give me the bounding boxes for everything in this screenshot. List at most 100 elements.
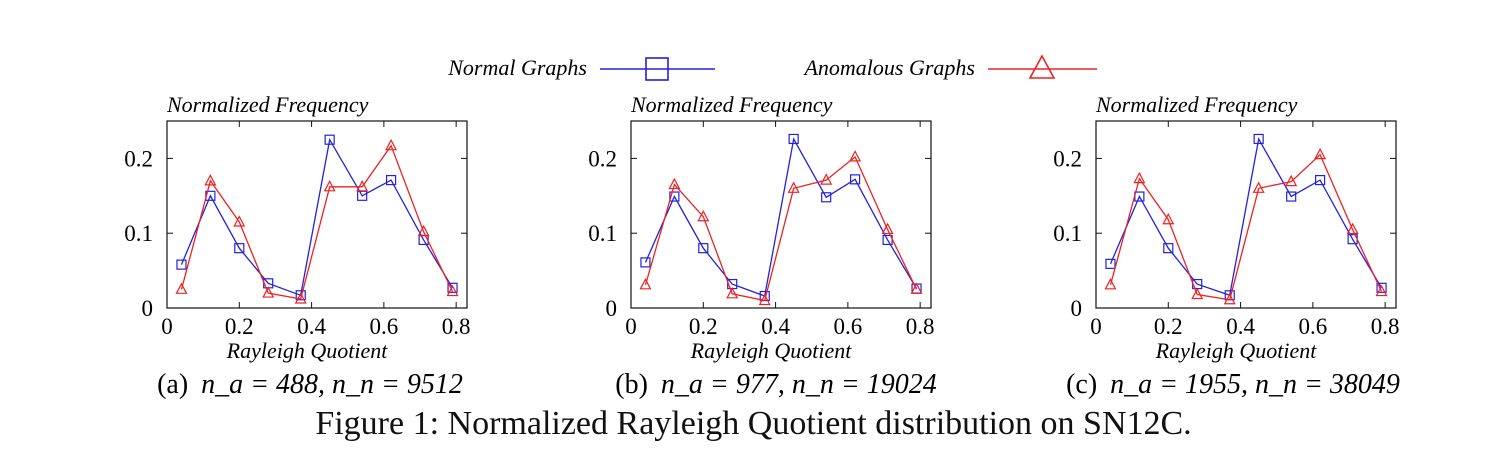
data-point-anomalous: [849, 150, 862, 162]
data-point-normal: [1376, 282, 1387, 293]
x-tick-label: 0.2: [689, 314, 718, 339]
chart-panel-a: 0 0.1 0.2 0 0.2 0.4 0.6 0.8 Normalized Frequency…: [124, 92, 470, 363]
data-point-anomalous: [1104, 278, 1117, 290]
data-point-anomalous: [668, 177, 681, 190]
data-point-anomalous: [1346, 222, 1359, 235]
plot-frame: [630, 120, 932, 309]
data-point-anomalous: [385, 138, 398, 151]
subcaption-c-math: n_a = 1955, n_n = 38049: [1110, 369, 1400, 400]
x-axis-label: Rayleigh Quotient: [1155, 338, 1318, 363]
data-point-anomalous: [233, 215, 246, 227]
subcaption-b-math: n_a = 977, n_n = 19024: [661, 369, 937, 400]
data-point-anomalous: [820, 173, 833, 185]
data-point-anomalous: [1285, 174, 1298, 187]
x-tick-label: 0: [625, 314, 637, 339]
data-point-anomalous: [881, 222, 894, 235]
data-point-normal: [324, 134, 335, 145]
data-point-anomalous: [294, 292, 307, 304]
data-point-anomalous: [356, 180, 369, 192]
data-point-anomalous: [758, 293, 771, 306]
legend-normal-label: Normal Graphs: [447, 55, 587, 80]
subcaption-a-math: n_a = 488, n_n = 9512: [201, 369, 463, 400]
figure-caption: Figure 1: Normalized Rayleigh Quotient d…: [315, 405, 1192, 442]
y-tick-label: 0.1: [1053, 221, 1082, 246]
plot-frame: [166, 120, 468, 309]
x-tick-label: 0.4: [297, 314, 326, 339]
data-point-normal: [698, 243, 709, 254]
x-tick-label: 0.8: [1371, 314, 1400, 339]
data-point-normal: [849, 174, 861, 185]
x-tick-label: 0.8: [906, 314, 935, 339]
legend-anomalous-label: Anomalous Graphs: [802, 55, 975, 80]
legend: Normal Graphs Anomalous Graphs: [447, 54, 1097, 81]
data-point-normal: [385, 174, 397, 186]
y-tick-label: 0.2: [124, 146, 153, 171]
data-point-normal: [176, 259, 187, 270]
y-tick-label: 0.1: [588, 221, 617, 246]
series-line-normal: [1109, 137, 1383, 297]
data-point-anomalous: [1133, 171, 1146, 184]
x-tick-label: 0.4: [761, 314, 790, 339]
x-tick-label: 0.6: [1298, 314, 1327, 339]
y-axis-label: Normalized Frequency: [630, 92, 833, 117]
data-point-normal: [821, 192, 832, 203]
data-point-normal: [669, 191, 680, 202]
data-point-anomalous: [787, 181, 800, 193]
x-tick-label: 0.2: [225, 314, 254, 339]
data-point-anomalous: [175, 282, 188, 294]
data-point-normal: [788, 133, 799, 145]
data-point-anomalous: [910, 282, 923, 294]
data-point-anomalous: [1191, 287, 1204, 300]
legend-anomalous-triangle-marker: [1028, 54, 1056, 79]
data-point-normal: [640, 257, 651, 268]
subcaption-b: (b) n_a = 977, n_n = 19024: [615, 369, 936, 400]
series-line-anomalous: [1109, 153, 1383, 301]
y-tick-label: 0: [1071, 296, 1083, 321]
y-tick-label: 0: [142, 296, 154, 321]
x-tick-label: 0: [161, 314, 173, 339]
data-point-anomalous: [323, 180, 336, 192]
y-axis-label: Normalized Frequency: [166, 92, 369, 117]
data-point-anomalous: [262, 286, 275, 298]
subcaption-c-label: (c): [1066, 369, 1097, 400]
series-line-anomalous: [644, 155, 918, 302]
data-point-anomalous: [417, 224, 430, 237]
data-point-anomalous: [1162, 212, 1175, 225]
data-point-normal: [1314, 174, 1326, 186]
data-point-anomalous: [1252, 181, 1265, 193]
x-tick-label: 0.8: [442, 314, 471, 339]
y-tick-label: 0.1: [124, 221, 153, 246]
y-tick-label: 0.2: [1053, 146, 1082, 171]
data-point-anomalous: [1314, 147, 1327, 160]
data-point-anomalous: [1223, 292, 1236, 305]
data-point-normal: [1163, 243, 1174, 254]
series-line-normal: [644, 137, 918, 297]
x-tick-label: 0: [1090, 314, 1102, 339]
data-point-normal: [295, 290, 306, 301]
data-point-anomalous: [204, 174, 217, 186]
x-axis-label: Rayleigh Quotient: [226, 338, 389, 363]
plot-frame: [1095, 120, 1397, 309]
data-point-normal: [447, 282, 458, 293]
data-point-anomalous: [446, 284, 459, 297]
data-point-normal: [1105, 258, 1116, 269]
data-point-normal: [1253, 133, 1264, 145]
data-point-anomalous: [639, 278, 652, 290]
x-tick-label: 0.2: [1154, 314, 1183, 339]
subcaption-a-label: (a): [157, 369, 188, 400]
x-tick-label: 0.6: [369, 314, 398, 339]
y-axis-label: Normalized Frequency: [1095, 92, 1298, 117]
data-point-anomalous: [1375, 284, 1388, 297]
series-line-normal: [180, 137, 454, 297]
subcaption-b-label: (b): [615, 369, 648, 400]
chart-panel-c: 0 0.1 0.2 0 0.2 0.4 0.6 0.8 Normalized Frequency…: [1053, 92, 1399, 363]
series-line-anomalous: [180, 144, 454, 300]
data-point-anomalous: [697, 209, 710, 222]
subcaption-c: (c) n_a = 1955, n_n = 38049: [1066, 369, 1400, 400]
subcaption-a: (a) n_a = 488, n_n = 9512: [157, 369, 463, 400]
legend-normal-square-marker: [645, 57, 669, 81]
y-tick-label: 0: [606, 296, 618, 321]
y-tick-label: 0.2: [588, 146, 617, 171]
x-tick-label: 0.4: [1226, 314, 1255, 339]
